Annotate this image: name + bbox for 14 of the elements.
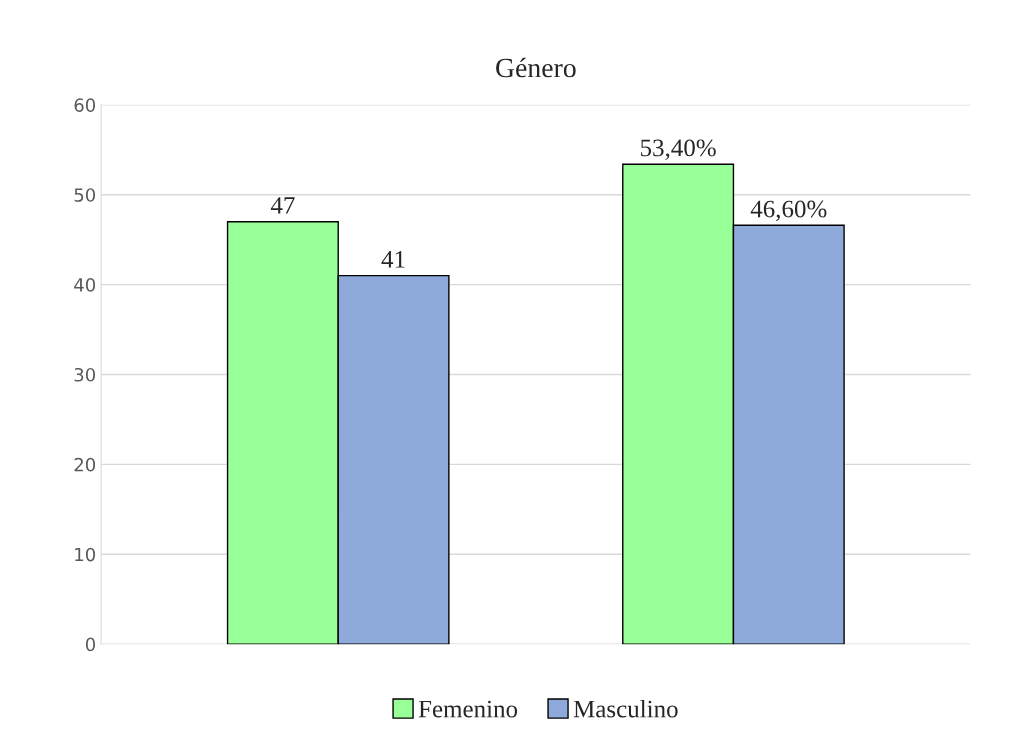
data-label: 41 (381, 251, 405, 268)
y-tick-label: 60 (74, 98, 96, 112)
y-tick-label: 10 (75, 547, 96, 562)
legend-label: Femenino (418, 700, 518, 718)
y-tick-label: 0 (85, 637, 96, 652)
y-tick-label: 20 (74, 457, 96, 472)
legend-label: Masculino (573, 699, 678, 718)
data-label: 47 (270, 197, 295, 214)
y-tick-label: 30 (74, 367, 96, 382)
data-label: 53,40% (641, 139, 716, 160)
y-tick-label: 50 (74, 188, 96, 202)
chart-title: Género (496, 57, 576, 78)
y-tick-label: 40 (74, 278, 96, 292)
data-label: 46,60% (750, 200, 827, 222)
